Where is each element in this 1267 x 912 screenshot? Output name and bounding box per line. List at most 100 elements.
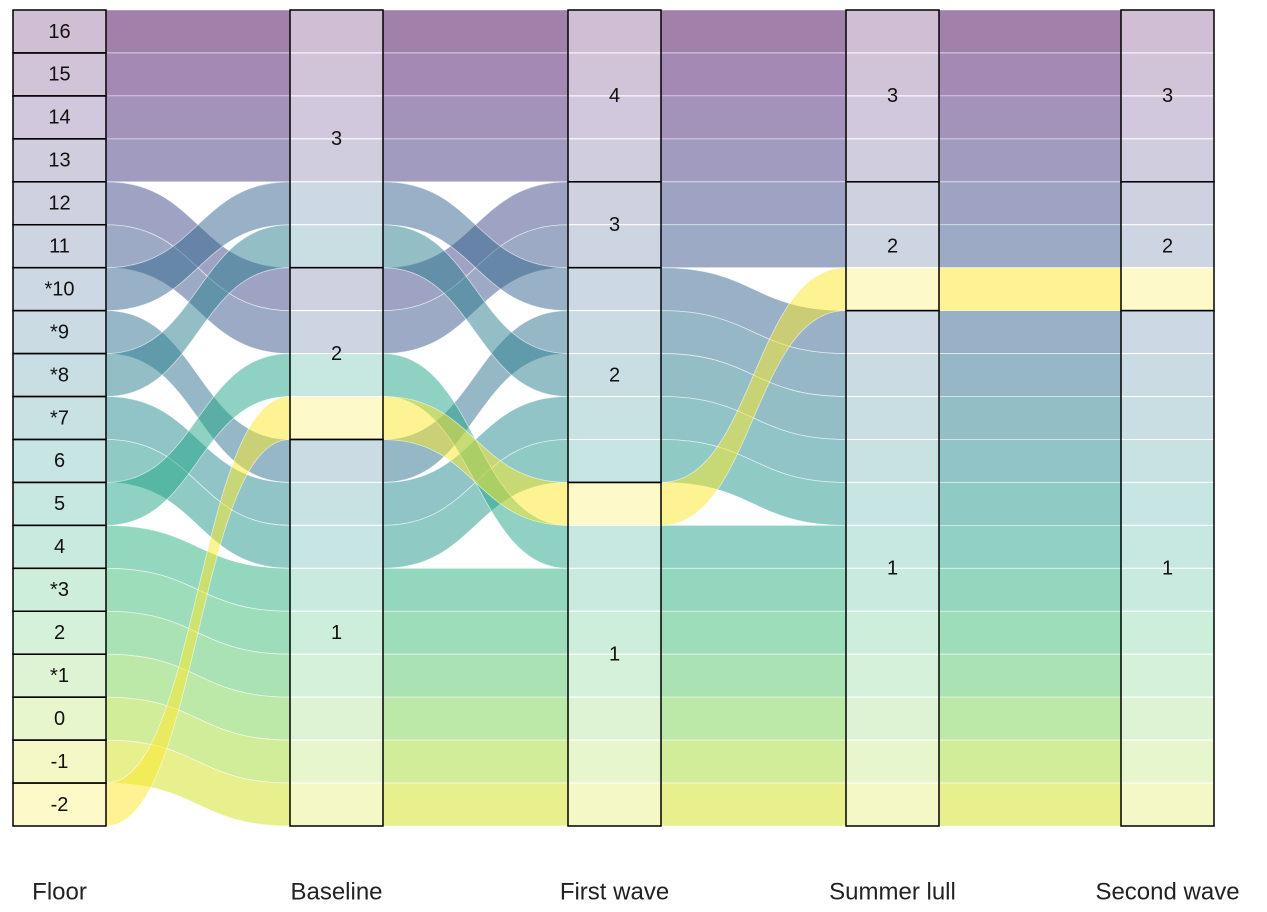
floor-box	[12, 9, 107, 54]
stratum-segment	[845, 181, 940, 226]
stratum-segment	[289, 782, 384, 827]
stratum-segment	[845, 138, 940, 183]
flow	[660, 224, 847, 269]
flow	[382, 610, 569, 655]
floor-label: *1	[50, 665, 69, 687]
axis-label: Floor	[32, 878, 87, 905]
stratum-segment	[289, 95, 384, 140]
stratum-segment	[289, 739, 384, 784]
floor-box	[12, 181, 107, 226]
stratum-segment	[289, 52, 384, 97]
floor-box	[12, 524, 107, 570]
flow	[938, 696, 1122, 741]
stratum-segment	[567, 653, 662, 698]
boxes	[12, 9, 1215, 827]
floor-label: *3	[50, 579, 69, 601]
flow	[938, 653, 1122, 698]
stratum-label: 3	[331, 128, 342, 150]
floor-box	[12, 352, 107, 398]
flow	[938, 396, 1122, 440]
stratum-segment	[289, 396, 384, 440]
stratum-segment	[845, 95, 940, 140]
stratum-label: 1	[331, 622, 342, 644]
flow	[105, 95, 291, 140]
stratum-segment	[567, 481, 662, 526]
flow	[660, 782, 847, 827]
floor-label: 12	[48, 193, 70, 215]
stratum-segment	[845, 653, 940, 698]
stratum-segment	[845, 310, 940, 355]
stratum-segment	[1120, 9, 1215, 54]
labels: 161514131211*10*9*8*7654*32*10-1-2Floor3…	[32, 21, 1239, 906]
floor-box	[12, 138, 107, 183]
stratum-segment	[1120, 95, 1215, 140]
flow	[382, 567, 569, 612]
stratum-segment	[567, 567, 662, 612]
floor-label: *7	[50, 407, 69, 429]
stratum-segment	[289, 696, 384, 741]
floor-label: 14	[48, 107, 70, 129]
floor-box	[12, 696, 107, 741]
stratum-segment	[1120, 739, 1215, 784]
stratum-box	[289, 438, 384, 827]
stratum-segment	[1120, 782, 1215, 827]
floor-label: 11	[49, 235, 70, 257]
stratum-segment	[567, 782, 662, 827]
flow	[938, 9, 1122, 54]
flow	[660, 52, 847, 97]
stratum-box	[567, 481, 662, 827]
stratum-segment	[845, 610, 940, 655]
floor-box	[12, 782, 107, 827]
flow	[938, 567, 1122, 612]
flow	[382, 9, 569, 54]
flow	[660, 9, 847, 54]
stratum-segment	[567, 438, 662, 483]
floor-label: 13	[48, 150, 70, 172]
stratum-segment	[1120, 438, 1215, 483]
stratum-segment	[289, 524, 384, 569]
stratum-segment	[1120, 610, 1215, 655]
flow	[660, 567, 847, 612]
stratum-segment	[1120, 653, 1215, 698]
stratum-label: 3	[609, 214, 620, 236]
floor-label: 6	[54, 450, 65, 472]
flow	[382, 782, 569, 827]
stratum-label: 4	[609, 85, 620, 107]
flow	[660, 653, 847, 698]
stratum-segment	[1120, 696, 1215, 741]
stratum-segment	[1120, 353, 1215, 398]
flow	[105, 9, 291, 54]
stratum-segment	[845, 481, 940, 526]
stratum-label: 3	[1162, 85, 1173, 107]
stratum-segment	[567, 739, 662, 784]
flow	[382, 696, 569, 741]
axis-label: Summer lull	[829, 878, 956, 905]
flow	[938, 138, 1122, 183]
flow	[938, 739, 1122, 784]
floor-box	[12, 567, 107, 613]
flow	[938, 524, 1122, 569]
floor-box	[12, 223, 107, 269]
flow	[660, 610, 847, 655]
stratum-segment	[845, 438, 940, 483]
axis-label: First wave	[560, 878, 669, 905]
stratum-segment	[845, 224, 940, 269]
stratum-segment	[567, 138, 662, 183]
floor-label: 2	[54, 622, 65, 644]
stratum-segment	[567, 224, 662, 269]
flow	[382, 739, 569, 784]
floor-label: 16	[48, 21, 70, 43]
flow	[938, 181, 1122, 226]
flow	[382, 95, 569, 140]
floor-label: 15	[48, 64, 70, 86]
floor-label: *9	[50, 321, 69, 343]
stratum-box	[1120, 309, 1215, 827]
stratum-label: 2	[1162, 235, 1173, 257]
stratum-label: 2	[331, 343, 342, 365]
flow	[938, 482, 1122, 526]
floor-box	[12, 266, 107, 312]
flow	[938, 353, 1122, 397]
flow	[938, 310, 1122, 354]
stratum-label: 2	[609, 364, 620, 386]
flow	[938, 95, 1122, 140]
